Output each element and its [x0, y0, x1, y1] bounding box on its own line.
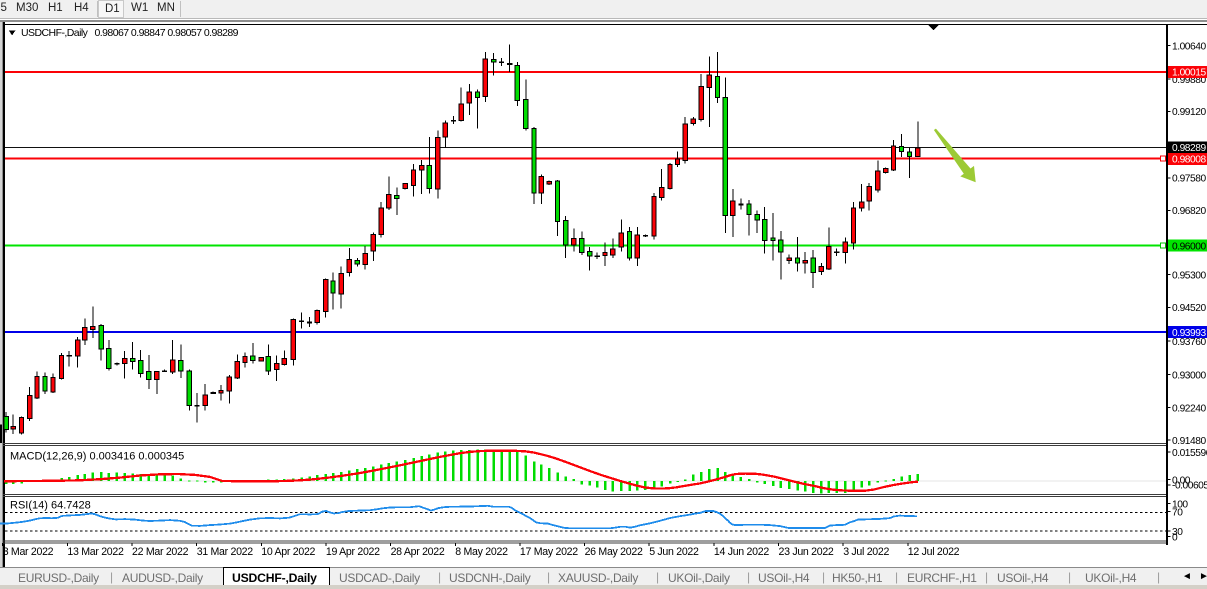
svg-text:MACD(12,26,9) 0.003416 0.00034: MACD(12,26,9) 0.003416 0.000345: [10, 451, 184, 463]
svg-text:0.94520: 0.94520: [1172, 303, 1206, 314]
svg-text:22 Mar 2022: 22 Mar 2022: [132, 546, 189, 558]
svg-text:31 Mar 2022: 31 Mar 2022: [197, 546, 254, 558]
svg-text:1.00640: 1.00640: [1172, 42, 1206, 53]
svg-text:0.93993: 0.93993: [1172, 328, 1206, 339]
svg-text:3 Jul 2022: 3 Jul 2022: [843, 546, 889, 558]
svg-text:0: 0: [1172, 532, 1178, 543]
svg-text:12 Jul 2022: 12 Jul 2022: [908, 546, 960, 558]
svg-text:26 May 2022: 26 May 2022: [585, 546, 643, 558]
svg-text:0.97580: 0.97580: [1172, 174, 1206, 185]
svg-text:0.99120: 0.99120: [1172, 107, 1206, 118]
svg-text:0.93760: 0.93760: [1172, 337, 1206, 348]
svg-text:RSI(14) 64.7428: RSI(14) 64.7428: [10, 500, 91, 512]
svg-text:14 Jun 2022: 14 Jun 2022: [714, 546, 769, 558]
svg-text:0.96000: 0.96000: [1172, 241, 1206, 252]
svg-text:10 Apr 2022: 10 Apr 2022: [261, 546, 315, 558]
svg-text:0.98008: 0.98008: [1172, 155, 1206, 166]
svg-text:0.92240: 0.92240: [1172, 404, 1206, 415]
svg-text:0.99880: 0.99880: [1172, 75, 1206, 86]
svg-text:0.91480: 0.91480: [1172, 436, 1206, 447]
svg-text:0.95300: 0.95300: [1172, 270, 1206, 281]
svg-text:0.96820: 0.96820: [1172, 206, 1206, 217]
svg-text:30: 30: [1172, 527, 1183, 538]
svg-text:23 Jun 2022: 23 Jun 2022: [779, 546, 834, 558]
svg-text:28 Apr 2022: 28 Apr 2022: [391, 546, 445, 558]
svg-text:1.00015: 1.00015: [1172, 68, 1206, 79]
svg-text:70: 70: [1172, 507, 1183, 518]
svg-text:0.015596: 0.015596: [1172, 448, 1207, 459]
svg-text:8 May 2022: 8 May 2022: [455, 546, 508, 558]
svg-text:17 May 2022: 17 May 2022: [520, 546, 578, 558]
svg-text:5 Jun 2022: 5 Jun 2022: [649, 546, 699, 558]
svg-text:0.00: 0.00: [1172, 475, 1191, 486]
svg-text:19 Apr 2022: 19 Apr 2022: [326, 546, 380, 558]
svg-text:3 Mar 2022: 3 Mar 2022: [3, 546, 54, 558]
svg-text:100: 100: [1172, 499, 1188, 510]
svg-text:-0.00605: -0.00605: [1172, 481, 1207, 492]
svg-text:0.98289: 0.98289: [1172, 143, 1206, 154]
svg-text:0.93000: 0.93000: [1172, 371, 1206, 382]
svg-text:13 Mar 2022: 13 Mar 2022: [67, 546, 124, 558]
